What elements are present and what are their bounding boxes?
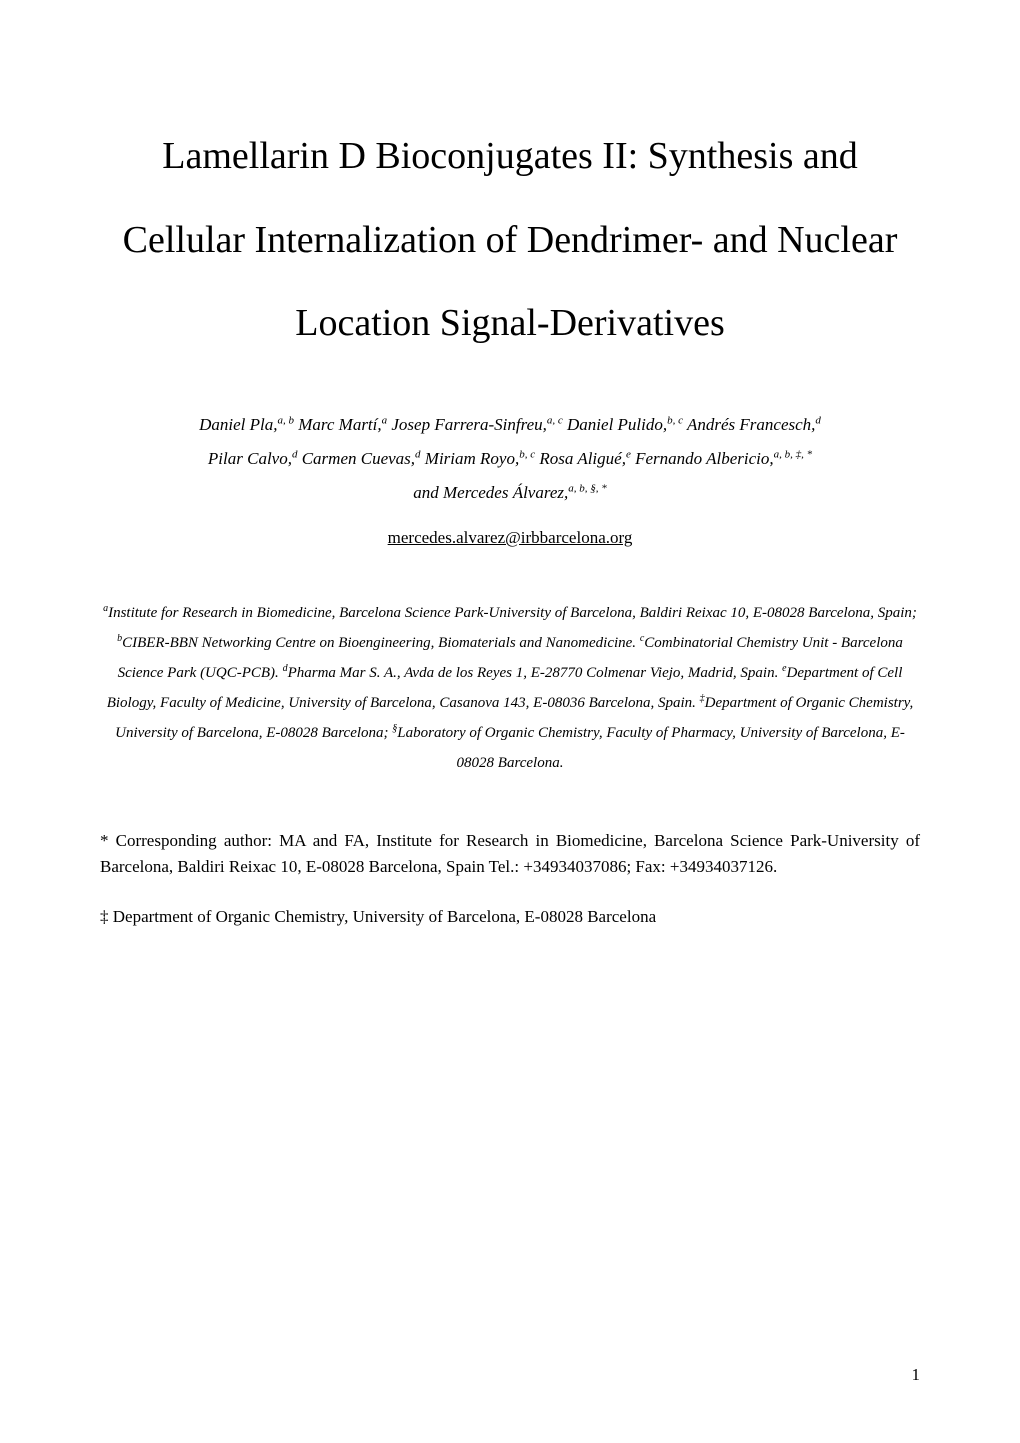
page-container: Lamellarin D Bioconjugates II: Synthesis… (0, 0, 1020, 1443)
author-text: Miriam Royo, (425, 449, 519, 468)
author-text: Pilar Calvo, (208, 449, 292, 468)
author-sup: a (382, 414, 388, 426)
affiliation-text: Pharma Mar S. A., Avda de los Reyes 1, E… (288, 665, 783, 681)
author-sup: e (626, 448, 631, 460)
author-sup: b, c (519, 448, 535, 460)
affiliation-text: Laboratory of Organic Chemistry, Faculty… (397, 725, 905, 771)
corresponding-author-note: * Corresponding author: MA and FA, Insti… (100, 828, 920, 881)
author-text: Rosa Aligué, (539, 449, 626, 468)
page-number: 1 (912, 1365, 921, 1385)
author-text: Marc Martí, (298, 415, 381, 434)
author-text: Andrés Francesch, (687, 415, 815, 434)
affiliation-text: CIBER-BBN Networking Centre on Bioengine… (122, 635, 640, 651)
author-sup: d (292, 448, 298, 460)
author-sup: a, b (277, 414, 294, 426)
affiliation-text: Institute for Research in Biomedicine, B… (108, 605, 917, 621)
author-text: Daniel Pulido, (567, 415, 667, 434)
author-text: and Mercedes Álvarez, (413, 483, 568, 502)
author-sup: a, b, ‡, * (774, 448, 813, 460)
author-text: Fernando Albericio, (635, 449, 774, 468)
affiliations-block: aInstitute for Research in Biomedicine, … (100, 598, 920, 778)
author-text: Josep Farrera-Sinfreu, (391, 415, 547, 434)
author-text: Carmen Cuevas, (302, 449, 415, 468)
authors-block: Daniel Pla,a, b Marc Martí,a Josep Farre… (100, 408, 920, 510)
department-footnote: ‡ Department of Organic Chemistry, Unive… (100, 904, 920, 930)
author-sup: d (815, 414, 821, 426)
author-sup: b, c (667, 414, 683, 426)
author-sup: d (415, 448, 421, 460)
author-sup: a, b, §, * (568, 482, 607, 494)
paper-title: Lamellarin D Bioconjugates II: Synthesis… (100, 115, 920, 366)
corresponding-email: mercedes.alvarez@irbbarcelona.org (100, 528, 920, 548)
author-text: Daniel Pla, (199, 415, 277, 434)
author-sup: a, c (547, 414, 563, 426)
